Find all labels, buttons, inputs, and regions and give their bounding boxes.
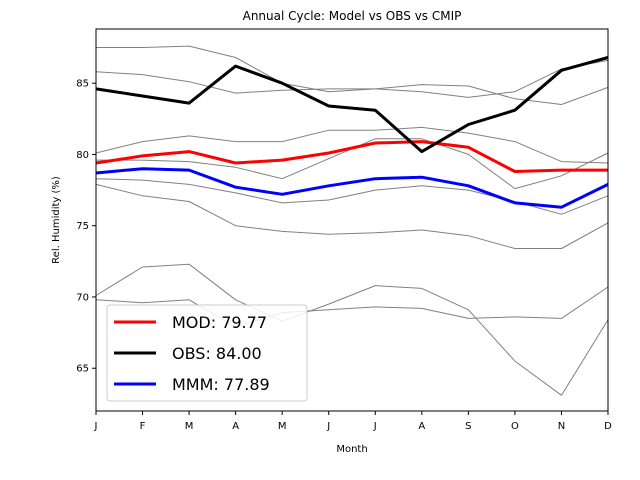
- cmip-model-line-6: [95, 183, 609, 249]
- mmm-legend-label: MMM: 77.89: [172, 375, 270, 394]
- obs-series-line: [95, 56, 609, 154]
- plot-frame: [95, 28, 609, 412]
- mod-legend-label: MOD: 79.77: [172, 313, 267, 332]
- y-axis: 65 70 75 80 85: [76, 79, 96, 375]
- y-tick-label: 80: [76, 150, 89, 161]
- x-tick-label: O: [511, 421, 519, 432]
- cmip-model-line-7: [95, 263, 609, 396]
- x-tick-label: J: [373, 421, 377, 432]
- x-tick-label: N: [558, 421, 565, 432]
- x-tick-label: S: [465, 421, 471, 432]
- x-tick-label: A: [232, 421, 239, 432]
- obs-legend-label: OBS: 84.00: [172, 344, 262, 363]
- y-axis-label: Rel. Humidity (%): [51, 176, 62, 264]
- y-tick-label: 85: [76, 79, 89, 90]
- x-axis-label: Month: [336, 444, 367, 455]
- y-tick-label: 75: [76, 221, 89, 232]
- x-tick-label: D: [604, 421, 612, 432]
- y-tick-label: 65: [76, 364, 89, 375]
- cmip-model-line-2: [95, 59, 609, 98]
- legend: MOD: 79.77 OBS: 84.00 MMM: 77.89: [106, 304, 308, 402]
- x-tick-label: M: [185, 421, 194, 432]
- cmip-model-line-8: [95, 286, 609, 328]
- x-tick-label: F: [140, 421, 146, 432]
- legend-box: [106, 304, 308, 402]
- cmip-model-line-3: [95, 126, 609, 164]
- cmip-model-line-1: [96, 45, 609, 105]
- y-tick-label: 70: [76, 292, 89, 303]
- mod-series-line: [95, 140, 608, 173]
- mmm-series-line: [95, 167, 609, 209]
- chart-title: Annual Cycle: Model vs OBS vs CMIP: [243, 9, 462, 23]
- plot-lines: [95, 45, 609, 396]
- x-tick-label: M: [278, 421, 287, 432]
- x-tick-label: J: [94, 421, 98, 432]
- x-tick-label: A: [418, 421, 425, 432]
- x-tick-label: J: [326, 421, 330, 432]
